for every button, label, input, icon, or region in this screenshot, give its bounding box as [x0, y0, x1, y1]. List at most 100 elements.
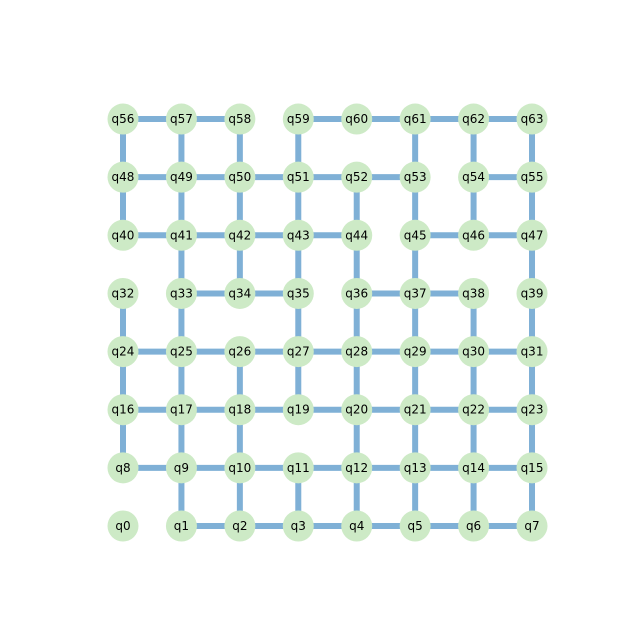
node-q51: q51 — [282, 161, 314, 193]
node-q56: q56 — [107, 103, 139, 135]
node-circle — [458, 161, 490, 193]
node-q23: q23 — [516, 394, 548, 426]
node-q28: q28 — [341, 336, 373, 368]
node-label: q52 — [345, 170, 368, 184]
node-q36: q36 — [341, 277, 373, 309]
node-circle — [399, 277, 431, 309]
node-q33: q33 — [165, 277, 197, 309]
node-q41: q41 — [165, 219, 197, 251]
node-label: q41 — [170, 228, 193, 242]
node-circle — [282, 510, 314, 542]
node-circle — [341, 510, 373, 542]
node-label: q40 — [112, 228, 135, 242]
node-circle — [282, 452, 314, 484]
node-label: q47 — [521, 228, 544, 242]
node-label: q29 — [404, 345, 427, 359]
node-q16: q16 — [107, 394, 139, 426]
node-q52: q52 — [341, 161, 373, 193]
node-label: q57 — [170, 112, 193, 126]
node-label: q13 — [404, 461, 427, 475]
node-circle — [399, 103, 431, 135]
node-q9: q9 — [165, 452, 197, 484]
node-q47: q47 — [516, 219, 548, 251]
node-circle — [341, 336, 373, 368]
node-q10: q10 — [224, 452, 256, 484]
node-q46: q46 — [458, 219, 490, 251]
node-label: q46 — [462, 228, 485, 242]
node-label: q23 — [521, 403, 544, 417]
node-circle — [458, 394, 490, 426]
node-label: q5 — [408, 519, 423, 533]
node-circle — [107, 336, 139, 368]
node-label: q33 — [170, 286, 193, 300]
node-label: q21 — [404, 403, 427, 417]
node-label: q50 — [228, 170, 251, 184]
node-circle — [224, 452, 256, 484]
node-label: q3 — [291, 519, 306, 533]
node-q6: q6 — [458, 510, 490, 542]
node-circle — [107, 394, 139, 426]
node-circle — [399, 219, 431, 251]
node-circle — [224, 394, 256, 426]
node-q8: q8 — [107, 452, 139, 484]
node-label: q35 — [287, 286, 310, 300]
node-circle — [399, 510, 431, 542]
node-q20: q20 — [341, 394, 373, 426]
node-q48: q48 — [107, 161, 139, 193]
node-q57: q57 — [165, 103, 197, 135]
node-circle — [399, 452, 431, 484]
node-circle — [458, 336, 490, 368]
node-label: q60 — [345, 112, 368, 126]
node-circle — [224, 161, 256, 193]
node-q59: q59 — [282, 103, 314, 135]
node-label: q4 — [349, 519, 364, 533]
node-q5: q5 — [399, 510, 431, 542]
node-circle — [516, 510, 548, 542]
node-label: q37 — [404, 286, 427, 300]
node-circle — [458, 103, 490, 135]
node-label: q17 — [170, 403, 193, 417]
node-label: q6 — [466, 519, 481, 533]
node-q14: q14 — [458, 452, 490, 484]
node-q58: q58 — [224, 103, 256, 135]
node-circle — [107, 161, 139, 193]
node-label: q25 — [170, 345, 193, 359]
node-circle — [399, 336, 431, 368]
node-circle — [224, 103, 256, 135]
node-q61: q61 — [399, 103, 431, 135]
node-label: q59 — [287, 112, 310, 126]
node-label: q58 — [228, 112, 251, 126]
node-q37: q37 — [399, 277, 431, 309]
node-label: q55 — [521, 170, 544, 184]
node-circle — [165, 510, 197, 542]
node-circle — [165, 161, 197, 193]
node-q55: q55 — [516, 161, 548, 193]
node-q11: q11 — [282, 452, 314, 484]
node-circle — [516, 394, 548, 426]
node-q40: q40 — [107, 219, 139, 251]
node-circle — [282, 277, 314, 309]
node-q1: q1 — [165, 510, 197, 542]
node-circle — [224, 336, 256, 368]
node-circle — [458, 219, 490, 251]
node-circle — [107, 277, 139, 309]
node-circle — [165, 452, 197, 484]
node-circle — [165, 277, 197, 309]
node-circle — [341, 277, 373, 309]
node-circle — [282, 161, 314, 193]
node-circle — [107, 103, 139, 135]
node-circle — [341, 452, 373, 484]
node-circle — [399, 161, 431, 193]
node-q60: q60 — [341, 103, 373, 135]
node-label: q1 — [174, 519, 189, 533]
nodes-layer: q0 q1 q2 q3 q4 q5 q6 q7 q8 q9 q10 q11 q12 q13 q14 q15 q1… — [107, 103, 548, 542]
node-q32: q32 — [107, 277, 139, 309]
node-label: q7 — [524, 519, 539, 533]
node-label: q49 — [170, 170, 193, 184]
node-circle — [458, 452, 490, 484]
node-label: q19 — [287, 403, 310, 417]
node-label: q8 — [115, 461, 130, 475]
node-circle — [341, 103, 373, 135]
node-q34: q34 — [224, 277, 256, 309]
